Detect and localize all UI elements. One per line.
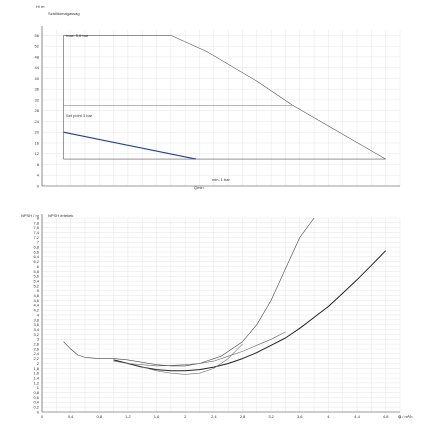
lower-y-tick-label: 0,8 — [33, 390, 39, 395]
lower-y-tick-label: 2,8 — [33, 342, 39, 347]
lower-y-tick-label: 5 — [37, 288, 40, 293]
lower-y-tick-label: 1,6 — [33, 371, 39, 376]
x-tick-label: 3,6 — [297, 414, 303, 419]
upper-chart-title: Szállítómagasság — [48, 11, 80, 16]
upper-y-tick-label: 4 — [37, 173, 40, 178]
x-tick-label: 5 — [399, 414, 402, 419]
upper-y-tick-label: 16 — [35, 140, 40, 145]
upper-series-group — [63, 35, 386, 160]
lower-chart-title: NPSH értékek — [48, 213, 73, 218]
x-tick-label: 0 — [41, 414, 44, 419]
lower-y-tick-label: 2,2 — [33, 356, 39, 361]
x-tick-label: 0,8 — [96, 414, 102, 419]
upper-series-line-0 — [63, 35, 386, 160]
x-axis-label: Q / m³/h — [398, 414, 412, 419]
upper-y-tick-label: 56 — [35, 33, 40, 38]
upper-y-tick-label: 52 — [35, 44, 40, 49]
lower-chart-panel: 00,20,40,60,811,21,41,61,822,22,42,62,83… — [21, 213, 412, 419]
x-tick-label: 4,8 — [383, 414, 389, 419]
x-tick-label: 4,4 — [354, 414, 360, 419]
lower-y-tick-label: 0,2 — [33, 405, 39, 410]
lower-y-tick-label: 3,4 — [33, 327, 39, 332]
lower-y-tick-label: 4,2 — [33, 308, 39, 313]
x-tick-label: 4 — [327, 414, 330, 419]
lower-series-group — [63, 217, 387, 375]
lower-x-ticks: 0 0,4 0,8 1,2 1,6 2 2,4 2,8 3,2 3,6 4 4,4 4,8 5 — [41, 414, 402, 419]
lower-y-tick-label: 2,6 — [33, 346, 39, 351]
lower-y-tick-label: 0,4 — [33, 400, 39, 405]
lower-y-tick-label: 7,4 — [33, 230, 39, 235]
x-tick-label: 2,8 — [240, 414, 246, 419]
x-tick-label: 3,2 — [268, 414, 274, 419]
upper-y-tick-label: 8 — [37, 162, 40, 167]
x-tick-label: 2 — [184, 414, 187, 419]
upper-y-tick-label: 48 — [35, 54, 40, 59]
lower-y-axis-label: NPSH / m — [21, 213, 39, 218]
lower-y-tick-label: 2 — [37, 361, 40, 366]
lower-y-tick-label: 1,2 — [33, 380, 39, 385]
lower-gridlines — [41, 214, 401, 413]
upper-y-axis-label: H/ m — [36, 4, 45, 9]
lower-y-tick-label: 7,8 — [33, 220, 39, 225]
lower-y-tick-label: 7,6 — [33, 225, 39, 230]
lower-y-tick-label: 6,6 — [33, 249, 39, 254]
x-tick-label: 2,4 — [211, 414, 217, 419]
upper-y-tick-label: 28 — [35, 108, 40, 113]
lower-y-tick-label: 5,2 — [33, 283, 39, 288]
upper-y-tick-label: 0 — [37, 183, 40, 188]
lower-y-tick-label: 7,2 — [33, 235, 39, 240]
x-tick-label: 1,6 — [154, 414, 160, 419]
lower-y-tick-label: 7 — [37, 240, 40, 245]
lower-series-line-3 — [142, 343, 243, 375]
lower-y-tick-label: 6,2 — [33, 259, 39, 264]
lower-y-tick-label: 0,6 — [33, 395, 39, 400]
lower-series-line-0 — [63, 217, 315, 367]
annotation-set-point: Set point 3 bar — [66, 113, 93, 118]
upper-y-tick-label: 12 — [35, 151, 40, 156]
lower-y-tick-label: 3 — [37, 337, 40, 342]
lower-y-tick-label: 6,8 — [33, 245, 39, 250]
lower-y-tick-label: 0 — [37, 409, 40, 414]
lower-y-tick-label: 8 — [37, 215, 40, 220]
lower-y-tick-label: 1,4 — [33, 375, 39, 380]
lower-y-tick-label: 4,8 — [33, 293, 39, 298]
annotation-min-pressure: min. 1 bar — [212, 177, 230, 182]
lower-y-tick-label: 1 — [37, 385, 40, 390]
upper-y-tick-label: 24 — [35, 119, 40, 124]
x-tick-label: 0,4 — [68, 414, 74, 419]
lower-y-tick-label: 2,4 — [33, 351, 39, 356]
lower-y-tick-label: 5,6 — [33, 274, 39, 279]
upper-series-line-3 — [63, 131, 197, 160]
lower-series-line-2 — [113, 331, 286, 367]
x-tick-label: 1,2 — [125, 414, 131, 419]
lower-y-tick-label: 6 — [37, 264, 40, 269]
upper-y-tick-label: 44 — [35, 65, 40, 70]
lower-y-tick-label: 6,4 — [33, 254, 39, 259]
lower-y-tick-label: 3,2 — [33, 332, 39, 337]
lower-y-tick-label: 3,8 — [33, 317, 39, 322]
lower-y-tick-label: 4,6 — [33, 298, 39, 303]
annotation-max-pressure: max. 5,6 bar — [66, 33, 89, 38]
upper-y-tick-label: 32 — [35, 97, 40, 102]
upper-y-tick-label: 20 — [35, 130, 40, 135]
lower-y-tick-label: 3,6 — [33, 322, 39, 327]
lower-y-tick-label: 5,4 — [33, 278, 39, 283]
upper-gridlines — [41, 26, 401, 187]
upper-y-tick-label: 36 — [35, 87, 40, 92]
lower-y-tick-label: 4 — [37, 312, 40, 317]
lower-y-tick-label: 1,8 — [33, 366, 39, 371]
lower-y-tick-label: 4,4 — [33, 303, 39, 308]
upper-y-tick-label: 40 — [35, 76, 40, 81]
annotation-qmin: Qmin — [194, 185, 204, 190]
lower-series-line-1 — [113, 250, 387, 372]
lower-y-ticks: 00,20,40,60,811,21,41,61,822,22,42,62,83… — [33, 215, 39, 414]
lower-y-tick-label: 5,8 — [33, 269, 39, 274]
